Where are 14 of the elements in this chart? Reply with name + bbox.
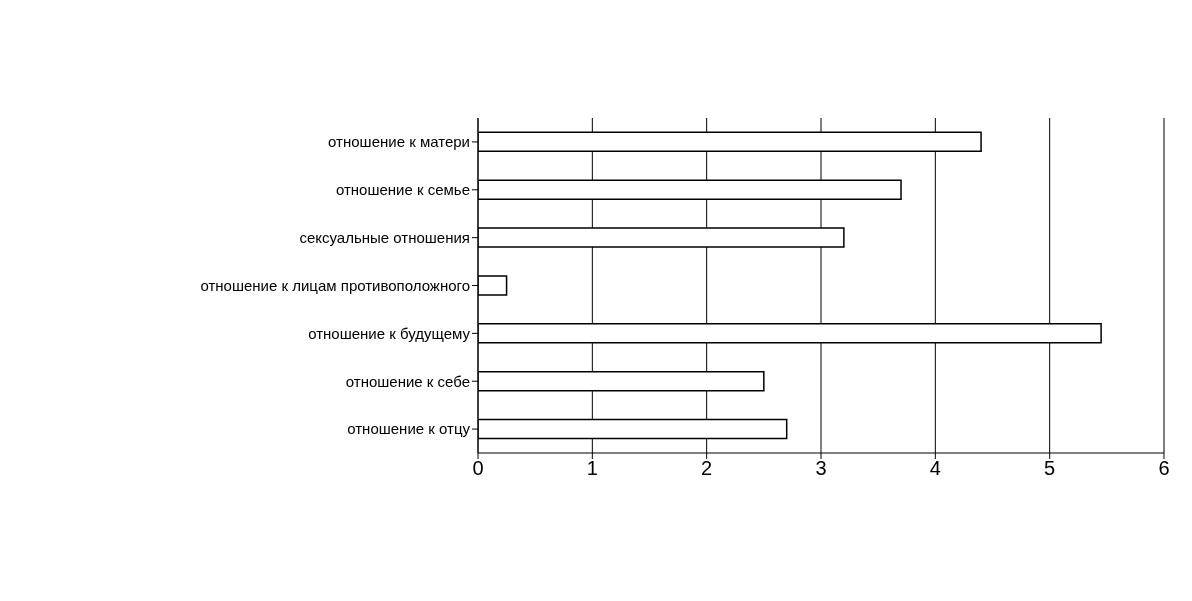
x-tick-label: 4 — [929, 457, 941, 480]
x-tick-label: 0 — [472, 457, 484, 480]
y-tick-label: отношение к себе — [345, 372, 470, 390]
x-tick-label: 1 — [586, 457, 598, 480]
x-tick-label: 3 — [815, 457, 827, 480]
y-tick-label: отношение к лицам противоположного — [200, 276, 470, 294]
y-tick-label: сексуальные отношения — [299, 228, 470, 246]
x-tick-label: 2 — [701, 457, 713, 480]
y-tick-label: отношение к матери — [328, 133, 470, 151]
y-tick-label: отношение к будущему — [308, 324, 471, 342]
y-tick-label: отношение к семье — [335, 181, 470, 199]
x-tick-label: 5 — [1044, 457, 1056, 480]
y-tick-label: отношение к отцу — [347, 420, 471, 438]
x-tick-label: 6 — [1158, 457, 1170, 480]
